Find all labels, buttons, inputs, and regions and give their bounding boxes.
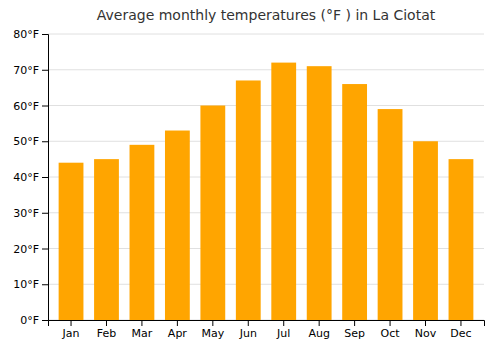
tick-mark — [42, 213, 48, 214]
tick-mark — [42, 141, 48, 142]
bar — [236, 80, 261, 320]
grid-line — [48, 34, 484, 35]
tick-label: Mar — [132, 327, 153, 340]
tick-label: Oct — [381, 327, 401, 340]
tick: Jan — [62, 320, 80, 340]
tick: 30°F — [13, 207, 48, 220]
tick: Nov — [415, 320, 437, 340]
tick-mark — [248, 320, 249, 326]
tick-mark — [177, 320, 178, 326]
tick-mark — [390, 320, 391, 326]
tick-mark — [283, 320, 284, 326]
tick-mark — [354, 320, 355, 326]
tick-mark — [460, 320, 461, 326]
tick: Jun — [239, 320, 257, 340]
tick: 70°F — [13, 64, 48, 77]
tick-mark — [212, 320, 213, 326]
bar — [130, 145, 155, 320]
tick: 0°F — [20, 314, 48, 327]
grid-line — [48, 105, 484, 106]
tick-mark — [141, 320, 142, 326]
tick-label: 70°F — [13, 64, 39, 77]
tick-mark — [42, 320, 48, 321]
axis-line — [49, 321, 485, 327]
tick-label: 80°F — [13, 28, 39, 41]
bar — [307, 66, 332, 320]
tick-label: 50°F — [13, 135, 39, 148]
tick-label: 40°F — [13, 171, 39, 184]
tick-label: Feb — [97, 327, 116, 340]
tick-label: 30°F — [13, 207, 39, 220]
tick: 50°F — [13, 135, 48, 148]
tick-label: Jan — [62, 327, 80, 340]
tick-label: 60°F — [13, 100, 39, 113]
tick-label: Nov — [415, 327, 437, 340]
tick: Aug — [308, 320, 329, 340]
x-axis: Jan Feb Mar Apr May Jun Jul Aug Sep Oct Nov Dec — [49, 320, 485, 340]
tick-label: 20°F — [13, 243, 39, 256]
tick: Oct — [381, 320, 401, 340]
y-axis: 0°F 10°F 20°F 30°F 40°F 50°F 60°F 70°F 80°F — [13, 28, 48, 327]
tick-label: Aug — [308, 327, 329, 340]
tick-mark — [42, 34, 48, 35]
bar — [271, 63, 296, 320]
tick-label: May — [201, 327, 224, 340]
tick: 20°F — [13, 243, 48, 256]
tick-mark — [42, 70, 48, 71]
tick-label: Jun — [239, 327, 257, 340]
tick-label: 10°F — [13, 278, 39, 291]
bar — [94, 159, 119, 320]
tick-label: Jul — [276, 327, 290, 340]
tick-label: Apr — [168, 327, 188, 340]
title: Average monthly temperatures (°F ) in La… — [97, 7, 436, 23]
tick-label: Sep — [344, 327, 365, 340]
tick-mark — [42, 106, 48, 107]
tick-label: 0°F — [20, 314, 39, 327]
tick: Feb — [97, 320, 116, 340]
tick-mark — [319, 320, 320, 326]
chart: Average monthly temperatures (°F ) in La… — [0, 0, 500, 350]
tick: 80°F — [13, 28, 48, 41]
bar — [378, 109, 403, 320]
plot: Jan Feb Mar Apr May Jun Jul Aug Sep Oct Nov Dec 0°F 1… — [13, 28, 484, 340]
bar — [200, 106, 225, 321]
tick: 10°F — [13, 278, 48, 291]
tick-mark — [106, 320, 107, 326]
bar — [59, 163, 84, 320]
grid-line — [48, 69, 484, 70]
tick: 40°F — [13, 171, 48, 184]
tick-mark — [425, 320, 426, 326]
tick: Mar — [132, 320, 153, 340]
tick-label: Dec — [450, 327, 471, 340]
bar — [165, 131, 190, 320]
axis-line — [42, 35, 49, 321]
tick: 60°F — [13, 100, 48, 113]
tick-mark — [42, 177, 48, 178]
grid — [48, 34, 484, 320]
tick-mark — [42, 284, 48, 285]
tick: May — [201, 320, 224, 340]
bar — [342, 84, 367, 320]
tick: Jul — [276, 320, 290, 340]
bar — [413, 141, 438, 320]
tick-mark — [71, 320, 72, 326]
tick: Sep — [344, 320, 365, 340]
tick: Dec — [450, 320, 471, 340]
bars — [59, 63, 474, 320]
tick: Apr — [168, 320, 188, 340]
tick-mark — [42, 249, 48, 250]
bar — [449, 159, 474, 320]
